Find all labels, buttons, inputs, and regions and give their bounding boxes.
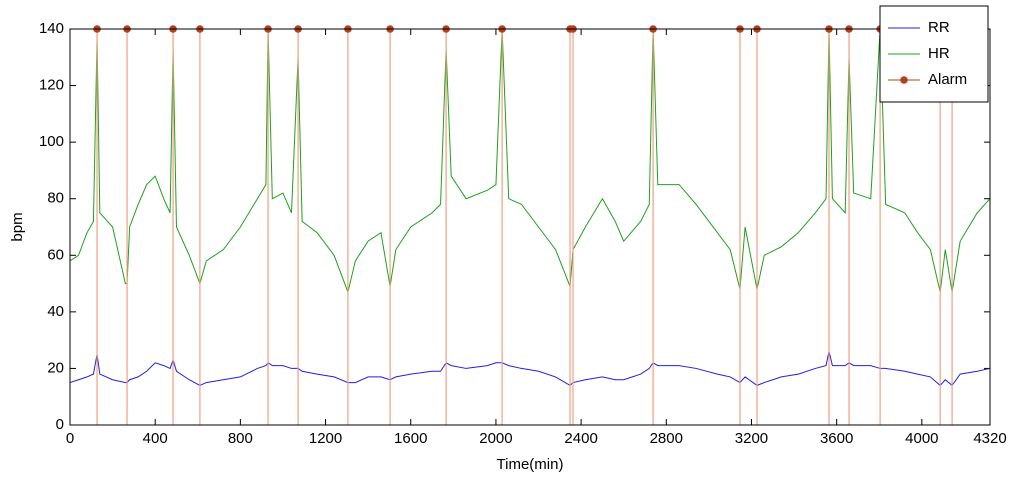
x-tick-label: 2800 xyxy=(650,430,683,447)
y-tick-label: 140 xyxy=(39,20,64,37)
x-tick-label: 2000 xyxy=(479,430,512,447)
x-tick-label: 2400 xyxy=(564,430,597,447)
y-tick-label: 0 xyxy=(56,416,64,433)
legend-marker xyxy=(900,76,908,84)
x-tick-label: 3200 xyxy=(735,430,768,447)
legend: RR HR Alarm xyxy=(879,5,989,103)
x-tick-label: 1200 xyxy=(309,430,342,447)
legend-label: RR xyxy=(928,19,950,36)
x-tick-label: 0 xyxy=(66,430,74,447)
y-tick-label: 100 xyxy=(39,133,64,150)
plot-frame xyxy=(69,28,991,426)
y-tick-label: 40 xyxy=(47,303,64,320)
x-axis-label: Time(min) xyxy=(497,456,564,473)
x-tick-label: 1600 xyxy=(394,430,427,447)
legend-label: HR xyxy=(928,45,950,62)
y-tick-label: 20 xyxy=(47,359,64,376)
y-axis-label: bpm xyxy=(9,212,26,241)
x-tick-label: 3600 xyxy=(820,430,853,447)
y-tick-label: 80 xyxy=(47,190,64,207)
x-tick-label: 400 xyxy=(143,430,168,447)
legend-label: Alarm xyxy=(928,71,967,88)
x-tick-label: 4000 xyxy=(905,430,938,447)
x-tick-label: 4320 xyxy=(973,430,1006,447)
x-tick-label: 800 xyxy=(228,430,253,447)
y-tick-label: 60 xyxy=(47,246,64,263)
y-tick-label: 120 xyxy=(39,77,64,94)
